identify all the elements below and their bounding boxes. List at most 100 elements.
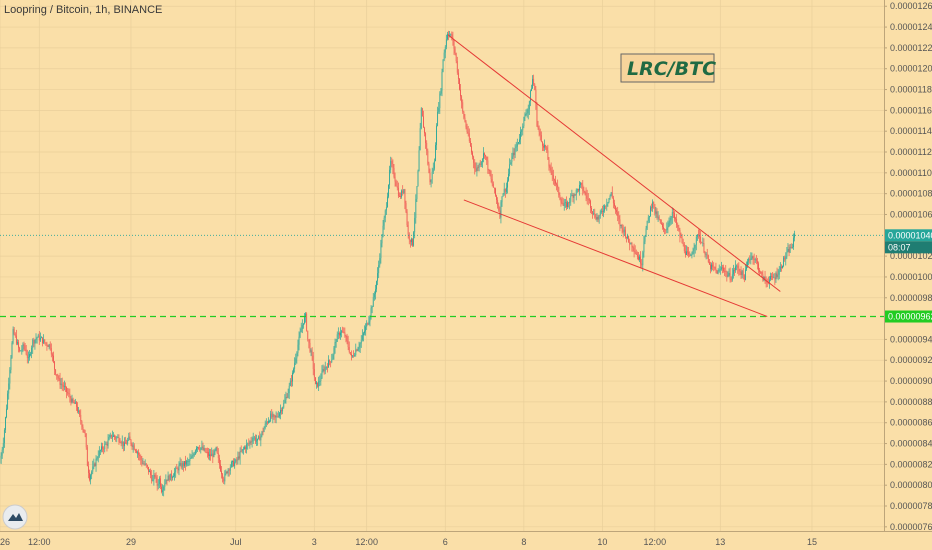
candle-body <box>261 431 263 436</box>
candle-body <box>770 276 771 280</box>
candle-body <box>126 443 127 445</box>
candle-body <box>658 216 660 220</box>
candle-body <box>104 444 106 450</box>
candle-body <box>568 202 569 204</box>
candle-body <box>130 439 132 445</box>
candle-body <box>562 203 564 206</box>
candle-body <box>180 463 182 468</box>
candle-body <box>411 238 412 243</box>
candle-body <box>71 398 73 403</box>
candle-body <box>497 199 499 206</box>
candle-body <box>322 369 324 372</box>
candle-body <box>112 436 113 438</box>
candle-body <box>67 392 69 394</box>
candle-body <box>710 264 711 270</box>
candle-body <box>603 210 604 212</box>
candle-body <box>323 369 325 372</box>
candle-body <box>767 282 769 284</box>
candle-body <box>163 486 165 491</box>
candle-body <box>587 198 589 200</box>
candle-body <box>594 213 596 218</box>
candle-body <box>340 332 341 336</box>
candle-body <box>168 475 170 481</box>
candle-body <box>753 258 755 260</box>
candle-body <box>662 224 663 228</box>
candle-body <box>35 338 37 340</box>
candle-body <box>395 181 397 187</box>
candle-body <box>772 276 774 278</box>
candle-body <box>664 229 666 230</box>
candle-body <box>442 59 444 72</box>
candle-body <box>204 448 206 452</box>
candle-body <box>524 114 526 117</box>
candle-body <box>415 198 417 218</box>
candle-body <box>453 40 455 49</box>
candle-body <box>346 336 348 341</box>
candle-body <box>481 158 483 162</box>
candle-body <box>471 146 472 153</box>
candle-body <box>776 273 778 277</box>
candle-body <box>786 251 788 257</box>
candle-body <box>391 160 393 164</box>
x-tick-label: Jul <box>230 537 242 547</box>
candle-body <box>186 461 188 465</box>
candle-body <box>178 464 180 471</box>
candle-body <box>143 463 145 465</box>
candle-body <box>447 33 448 40</box>
candle-body <box>581 182 583 185</box>
candle-body <box>335 341 337 343</box>
candle-body <box>175 468 177 473</box>
candle-body <box>69 394 71 399</box>
tradingview-logo[interactable] <box>2 504 28 530</box>
candle-body <box>629 241 631 245</box>
candle-body <box>394 176 396 182</box>
candle-body <box>53 355 54 362</box>
candle-body <box>511 156 513 163</box>
candle-body <box>142 463 144 465</box>
candle-body <box>544 144 545 148</box>
candle-body <box>632 246 634 249</box>
candle-body <box>651 207 652 209</box>
candle-body <box>412 238 413 246</box>
candle-body <box>621 224 623 228</box>
candle-body <box>483 153 484 159</box>
candle-body <box>522 126 524 131</box>
candle-body <box>659 219 661 223</box>
candle-body <box>735 266 736 271</box>
candle-body <box>484 153 485 155</box>
candle-body <box>388 184 389 197</box>
candle-body <box>759 270 760 272</box>
candle-body <box>45 342 47 344</box>
candle-body <box>256 440 257 442</box>
candle-body <box>551 170 553 176</box>
candle-body <box>691 254 693 256</box>
grid-layer <box>0 0 884 531</box>
annotation-box[interactable]: LRC/BTC <box>620 53 716 83</box>
candle-body <box>561 202 563 204</box>
candle-body <box>503 188 505 194</box>
candle-body <box>177 468 179 471</box>
candle-body <box>501 196 503 203</box>
candle-body <box>192 455 194 457</box>
candle-body <box>217 453 219 459</box>
candle-body <box>379 258 381 266</box>
candle-body <box>306 313 308 331</box>
candle-body <box>155 476 157 478</box>
candle-body <box>125 442 126 444</box>
candle-body <box>100 450 101 452</box>
candle-body <box>329 360 330 362</box>
candle-body <box>751 256 753 258</box>
candle-body <box>246 444 248 449</box>
candle-body <box>699 235 700 237</box>
candle-body <box>726 271 728 277</box>
candle-body <box>702 243 704 244</box>
candle-body <box>318 381 320 387</box>
candle-body <box>573 194 575 198</box>
candle-body <box>748 258 750 262</box>
candle-body <box>233 460 234 467</box>
candle-body <box>784 257 786 260</box>
candle-body <box>80 414 82 422</box>
